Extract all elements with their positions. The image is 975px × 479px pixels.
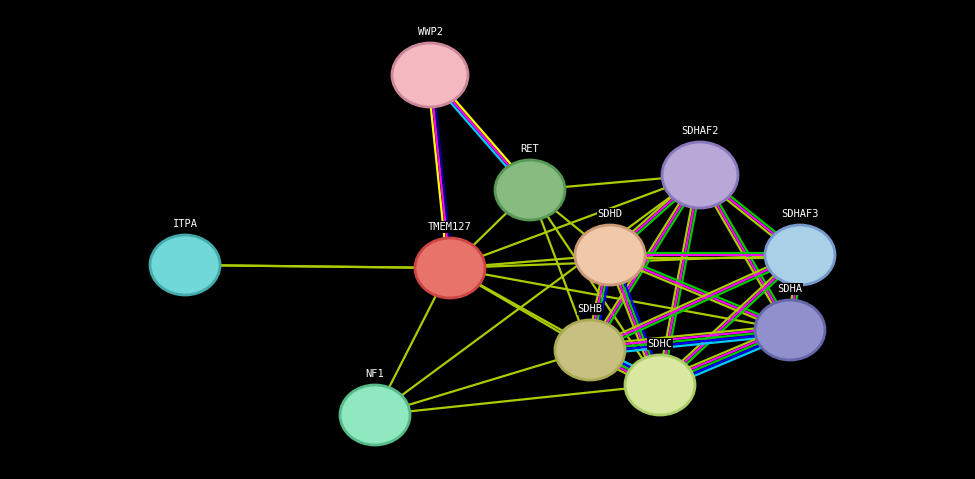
Text: NF1: NF1 (366, 369, 384, 379)
Text: SDHB: SDHB (577, 304, 603, 314)
Text: TMEM127: TMEM127 (428, 222, 472, 232)
Text: RET: RET (521, 144, 539, 154)
Ellipse shape (575, 225, 645, 285)
Text: SDHAF2: SDHAF2 (682, 126, 719, 136)
Text: SDHA: SDHA (777, 284, 802, 294)
Ellipse shape (555, 320, 625, 380)
Text: ITPA: ITPA (173, 219, 198, 229)
Ellipse shape (392, 43, 468, 107)
Ellipse shape (755, 300, 825, 360)
Text: SDHAF3: SDHAF3 (781, 209, 819, 219)
Ellipse shape (765, 225, 835, 285)
Ellipse shape (495, 160, 565, 220)
Text: SDHD: SDHD (598, 209, 622, 219)
Ellipse shape (625, 355, 695, 415)
Ellipse shape (150, 235, 220, 295)
Ellipse shape (340, 385, 410, 445)
Text: WWP2: WWP2 (417, 27, 443, 37)
Ellipse shape (662, 142, 738, 208)
Ellipse shape (415, 238, 485, 298)
Text: SDHC: SDHC (647, 339, 673, 349)
